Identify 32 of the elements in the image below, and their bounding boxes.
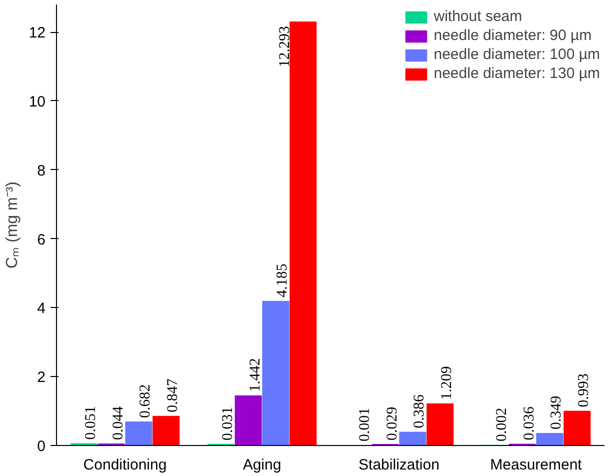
x-tick-label: Aging xyxy=(242,456,282,474)
data-label: 0.001 xyxy=(356,408,373,442)
data-label: 1.442 xyxy=(247,358,264,392)
y-tick-label: 12 xyxy=(28,24,46,42)
legend-label: needle diameter: 90 µm xyxy=(434,27,592,44)
x-tick-label: Conditioning xyxy=(83,456,167,474)
data-label: 1.209 xyxy=(439,366,456,400)
data-label: 0.349 xyxy=(548,396,565,430)
data-label: 0.002 xyxy=(494,408,510,442)
legend-label: without seam xyxy=(434,8,522,25)
y-tick-label: 10 xyxy=(28,93,46,110)
data-label: 4.185 xyxy=(274,264,291,298)
x-tick-label: Stabilization xyxy=(358,456,440,474)
data-label: 0.051 xyxy=(82,406,99,440)
y-tick-label: 6 xyxy=(37,231,46,248)
y-tick-label: 0 xyxy=(37,438,46,455)
legend-label: needle diameter: 130 µm xyxy=(434,65,600,82)
data-label: 0.031 xyxy=(220,406,236,440)
y-tick-label: 2 xyxy=(37,369,46,386)
data-label: 0.036 xyxy=(521,406,538,440)
data-label: 0.847 xyxy=(165,378,182,412)
x-tick-label: Measurement xyxy=(490,456,583,474)
data-label: 0.993 xyxy=(576,374,592,408)
y-tick-label: 8 xyxy=(37,162,46,180)
data-label: 0.029 xyxy=(384,406,400,440)
data-label: 0.386 xyxy=(412,394,428,428)
data-label: 0.682 xyxy=(138,384,154,418)
y-axis-title: Cₘ (mg m⁻³) xyxy=(4,182,21,268)
data-label: 0.044 xyxy=(110,406,126,440)
y-tick-label: 4 xyxy=(37,300,46,318)
data-label: 12.293 xyxy=(276,26,293,68)
legend-label: needle diameter: 100 µm xyxy=(434,46,600,63)
